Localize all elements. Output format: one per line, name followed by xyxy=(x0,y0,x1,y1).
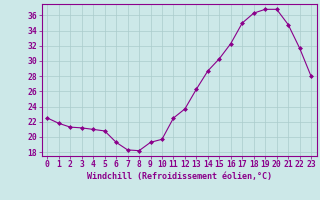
X-axis label: Windchill (Refroidissement éolien,°C): Windchill (Refroidissement éolien,°C) xyxy=(87,172,272,181)
